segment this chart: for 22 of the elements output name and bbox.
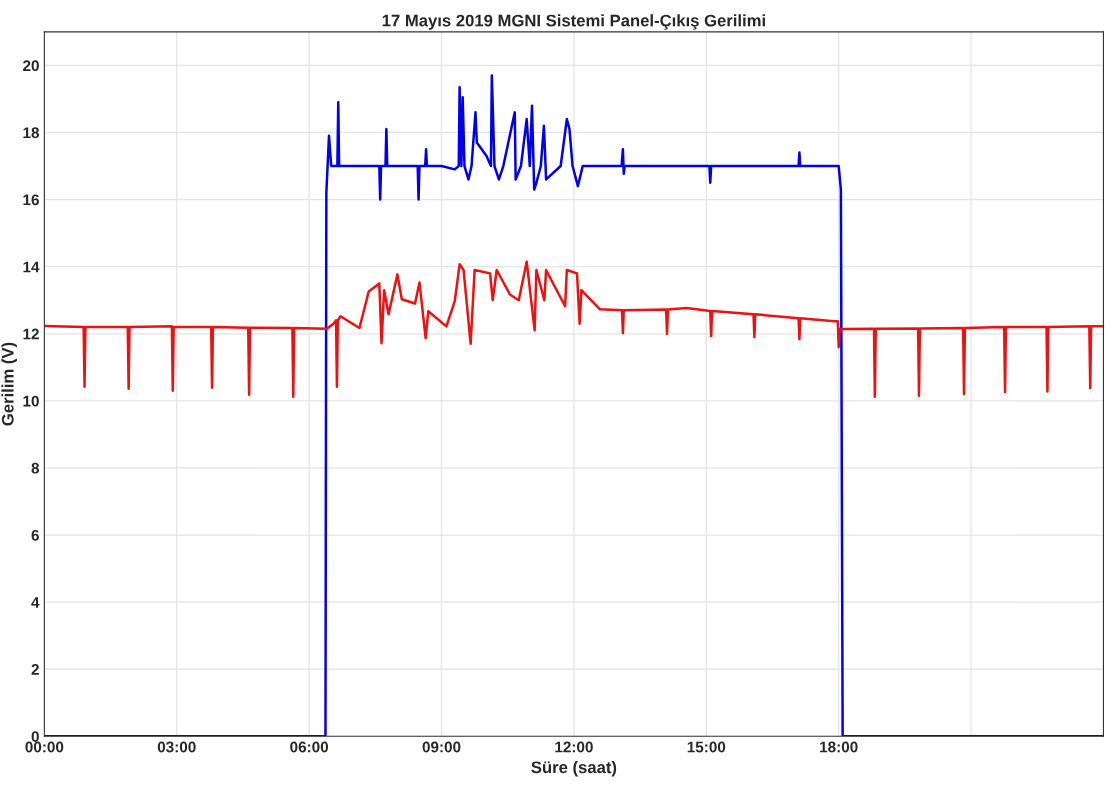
- y-tick-label: 18: [23, 127, 40, 139]
- y-tick-label: 16: [23, 194, 39, 206]
- y-tick-label: 6: [31, 529, 39, 541]
- y-tick-label: 10: [23, 395, 39, 407]
- y-tick-label: 20: [23, 60, 39, 72]
- y-tick-label: 8: [31, 462, 40, 474]
- x-tick-label: 12:00: [555, 741, 593, 753]
- x-tick-label: 15:00: [687, 741, 726, 753]
- x-tick-label: 09:00: [422, 741, 461, 753]
- line-series: [44, 260, 1104, 399]
- y-tick-label: 12: [23, 328, 39, 340]
- x-tick-label: 18:00: [820, 741, 858, 753]
- chart-title: 17 Mayıs 2019 MGNI Sistemi Panel-Çıkış Gerilimi: [382, 14, 765, 30]
- y-tick-label: 0: [31, 731, 39, 742]
- x-tick-label: 03:00: [157, 741, 196, 753]
- y-tick-label: 14: [23, 261, 40, 273]
- y-tick-label: 4: [31, 597, 40, 608]
- y-axis-title: Gerilim (V): [1, 342, 17, 426]
- y-tick-label: 2: [31, 664, 39, 675]
- x-axis-title: Süre (saat): [531, 760, 617, 777]
- x-tick-label: 06:00: [290, 741, 329, 753]
- x-tick-label: 00:00: [25, 741, 64, 753]
